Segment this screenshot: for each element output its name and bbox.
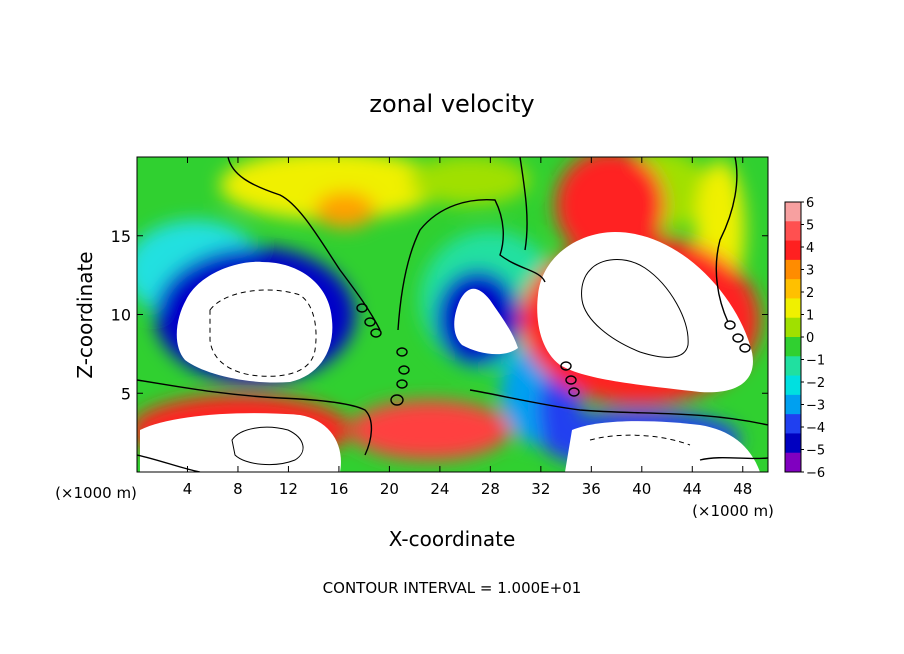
core-positive-bottom <box>140 413 341 472</box>
colorbar-tick-label: 2 <box>806 286 814 301</box>
colorbar-swatch <box>785 202 801 222</box>
x-tick-label: 48 <box>733 480 752 498</box>
colorbar-swatch <box>785 221 801 242</box>
colorbar-tick-label: −5 <box>806 444 825 459</box>
x-tick-label: 44 <box>683 480 702 498</box>
y-tick-label: 5 <box>121 384 131 403</box>
x-axis: 4 8 12 16 20 24 28 32 36 40 44 48 <box>183 157 752 498</box>
colorbar-tick-label: −3 <box>806 399 825 414</box>
colorbar-swatch <box>785 452 801 473</box>
field-layer <box>137 157 768 472</box>
colorbar-tick-label: 5 <box>806 219 814 234</box>
y-tick-label: 10 <box>111 306 131 325</box>
colorbar-tick-label: 0 <box>806 331 814 346</box>
colorbar-tick-label: −2 <box>806 376 825 391</box>
y-axis: 5 10 15 <box>111 227 768 403</box>
x-tick-label: 20 <box>380 480 399 498</box>
core-negative-middle <box>454 288 518 355</box>
x-unit-note-left: (×1000 m) <box>55 484 137 502</box>
x-tick-label: 8 <box>233 480 243 498</box>
x-tick-label: 16 <box>329 480 348 498</box>
contour-lines <box>137 157 768 472</box>
colorbar-swatch <box>785 279 801 299</box>
colorbar-tick-label: −6 <box>806 466 825 481</box>
contour-interval-note: CONTOUR INTERVAL = 1.000E+01 <box>323 579 582 597</box>
colorbar-swatch <box>785 259 801 280</box>
core-negative-bottom <box>565 421 760 472</box>
x-tick-label: 40 <box>632 480 651 498</box>
y-tick-label: 15 <box>111 227 131 246</box>
colorbar-tick-label: 6 <box>806 196 814 211</box>
x-tick-label: 28 <box>481 480 500 498</box>
x-tick-label: 32 <box>531 480 550 498</box>
colorbar-swatch <box>785 394 801 415</box>
colorbar-swatch <box>785 414 801 434</box>
x-tick-label: 4 <box>183 480 193 498</box>
y-axis-label: Z-coordinate <box>73 251 97 378</box>
x-unit-note-right: (×1000 m) <box>692 502 774 520</box>
core-positive-right <box>537 232 753 393</box>
colorbar-swatch <box>785 240 801 261</box>
colorbar-swatch <box>785 356 801 377</box>
x-tick-label: 12 <box>279 480 298 498</box>
chart-title: zonal velocity <box>369 90 534 118</box>
colorbar-swatch <box>785 375 801 396</box>
colorbar-swatch <box>785 433 801 454</box>
colorbar-tick-label: −4 <box>806 421 825 436</box>
colorbar-tick-label: 1 <box>806 309 814 324</box>
colorbar-tick-label: −1 <box>806 354 825 369</box>
colorbar-tick-label: 4 <box>806 241 814 256</box>
x-tick-label: 24 <box>430 480 449 498</box>
colorbar-swatch <box>785 317 801 338</box>
colorbar-swatch <box>785 298 801 319</box>
colorbar-tick-label: 3 <box>806 264 814 279</box>
core-negative-left <box>176 261 333 383</box>
x-axis-label: X-coordinate <box>389 527 516 551</box>
x-tick-label: 36 <box>582 480 601 498</box>
colorbar: 6 5 4 3 2 1 0 −1 −2 −3 −4 −5 −6 <box>784 196 825 481</box>
colorbar-swatch <box>785 337 801 357</box>
